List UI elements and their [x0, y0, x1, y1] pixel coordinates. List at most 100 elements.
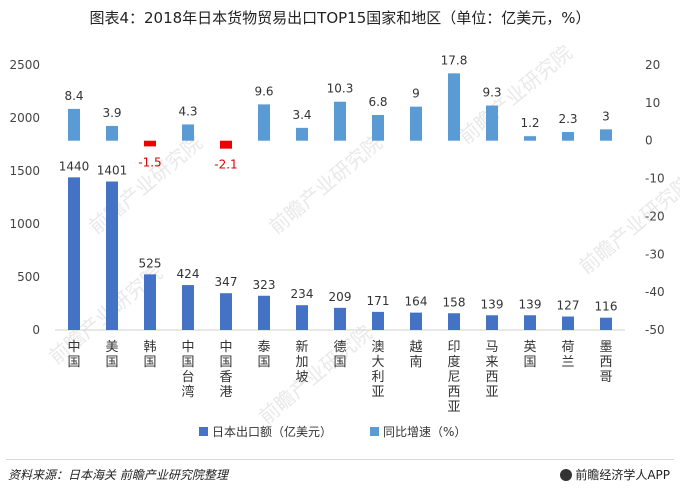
export-value-label: 209	[329, 290, 352, 304]
legend: 日本出口额（亿美元） 同比增速（%）	[199, 424, 466, 439]
right-axis-tick: -30	[645, 247, 665, 261]
growth-bar	[106, 125, 118, 141]
category-label: 韩国	[143, 340, 156, 370]
category-label: 澳大利亚	[371, 339, 384, 400]
category-label: 中国	[67, 340, 80, 370]
growth-value-label: 9.6	[254, 84, 273, 98]
brand-logo-icon	[560, 469, 573, 481]
watermark-text: 前瞻产业研究院	[84, 130, 207, 238]
growth-bar	[144, 140, 156, 147]
left-axis-tick: 500	[17, 270, 40, 284]
export-bar	[144, 274, 156, 330]
export-bar	[106, 181, 118, 330]
export-value-label: 424	[177, 267, 200, 281]
export-value-label: 234	[291, 287, 314, 301]
left-axis-tick: 2500	[9, 58, 40, 72]
export-value-label: 171	[367, 294, 390, 308]
growth-bar	[600, 129, 612, 141]
export-value-label: 127	[557, 299, 580, 313]
export-bar	[68, 177, 80, 330]
category-label: 德国	[333, 340, 346, 370]
watermark-text: 前瞻产业研究院	[254, 320, 377, 428]
export-bar	[524, 315, 536, 330]
watermark-text: 前瞻产业研究院	[264, 130, 387, 238]
brand-label: 前瞻经济学人APP	[560, 466, 670, 483]
growth-value-label: -2.1	[214, 158, 237, 172]
right-axis-tick: 10	[645, 96, 660, 110]
export-bar	[296, 305, 308, 330]
export-bar	[220, 293, 232, 330]
export-bar	[182, 285, 194, 330]
growth-bar	[562, 132, 574, 141]
growth-bar	[372, 114, 384, 141]
right-axis-tick: 0	[645, 134, 653, 148]
category-label: 荷兰	[561, 340, 574, 370]
export-value-label: 139	[481, 297, 504, 311]
category-label: 越南	[409, 340, 422, 370]
right-axis-tick: -20	[645, 209, 665, 223]
export-value-label: 1401	[97, 163, 128, 177]
growth-value-label: 2.3	[558, 112, 577, 126]
growth-bar	[524, 136, 536, 141]
export-value-label: 164	[405, 295, 428, 309]
export-bar	[562, 316, 574, 330]
export-value-label: 139	[519, 297, 542, 311]
left-axis-tick: 0	[32, 323, 40, 337]
category-label: 墨西哥	[599, 340, 612, 385]
category-label: 中国台湾	[181, 340, 194, 400]
growth-value-label: 6.8	[368, 95, 387, 109]
growth-value-label: 8.4	[64, 89, 83, 103]
legend-swatch-export	[199, 427, 208, 436]
growth-bar	[334, 101, 346, 141]
export-value-label: 525	[139, 256, 162, 270]
watermark-text: 前瞻产业研究院	[454, 40, 577, 148]
right-axis-tick: -10	[645, 172, 665, 186]
right-axis-tick: -50	[645, 323, 665, 337]
legend-label-growth: 同比增速（%）	[383, 425, 466, 439]
growth-value-label: 3.9	[102, 106, 121, 120]
export-bar	[372, 311, 384, 330]
category-label: 英国	[523, 340, 536, 370]
left-axis-tick: 1000	[9, 217, 40, 231]
export-value-label: 347	[215, 275, 238, 289]
growth-bar	[448, 73, 460, 141]
category-label: 泰国	[257, 340, 270, 370]
growth-bar	[68, 108, 80, 141]
legend-swatch-growth	[370, 427, 379, 436]
export-bar	[600, 317, 612, 330]
growth-value-label: 4.3	[178, 104, 197, 118]
growth-value-label: 17.8	[441, 53, 468, 67]
growth-bar	[410, 106, 422, 141]
growth-value-label: 9	[412, 87, 420, 101]
export-value-label: 116	[595, 300, 618, 314]
growth-value-label: 3.4	[292, 108, 311, 122]
growth-bar	[296, 127, 308, 141]
growth-value-label: 10.3	[327, 82, 354, 96]
brand-text: 前瞻经济学人APP	[575, 468, 670, 482]
right-axis-tick: 20	[645, 58, 660, 72]
right-axis: 20 10 0 -10 -20 -30 -40 -50	[645, 58, 665, 337]
source-note: 资料来源：日本海关 前瞻产业研究院整理	[8, 468, 228, 482]
watermark-layer: 前瞻产业研究院 前瞻产业研究院前瞻产业研究院前瞻产业研究院前瞻产业研究院前瞻产业研…	[44, 40, 680, 428]
growth-value-label: 1.2	[520, 116, 539, 130]
growth-value-label: -1.5	[138, 155, 161, 169]
growth-value-label: 9.3	[482, 86, 501, 100]
footer-divider	[6, 459, 674, 460]
export-bar	[334, 307, 346, 330]
export-bar	[486, 315, 498, 330]
growth-value-label: 3	[602, 109, 610, 123]
legend-label-export: 日本出口额（亿美元）	[212, 424, 332, 439]
growth-bar	[182, 124, 194, 141]
left-axis-tick: 1500	[9, 164, 40, 178]
category-label: 新加坡	[295, 339, 308, 385]
growth-bar	[220, 140, 232, 149]
export-bar	[410, 312, 422, 330]
chart-title: 图表4：2018年日本货物贸易出口TOP15国家和地区（单位：亿美元，%）	[89, 9, 591, 27]
growth-bar	[486, 105, 498, 141]
export-value-label: 158	[443, 295, 466, 309]
growth-bar	[258, 104, 270, 141]
export-bar	[258, 295, 270, 330]
category-label: 印度尼西亚	[447, 340, 460, 415]
bars-layer: 1440 1401 525 424 347 323 234 209 171 164 158 139 13…	[59, 53, 618, 330]
